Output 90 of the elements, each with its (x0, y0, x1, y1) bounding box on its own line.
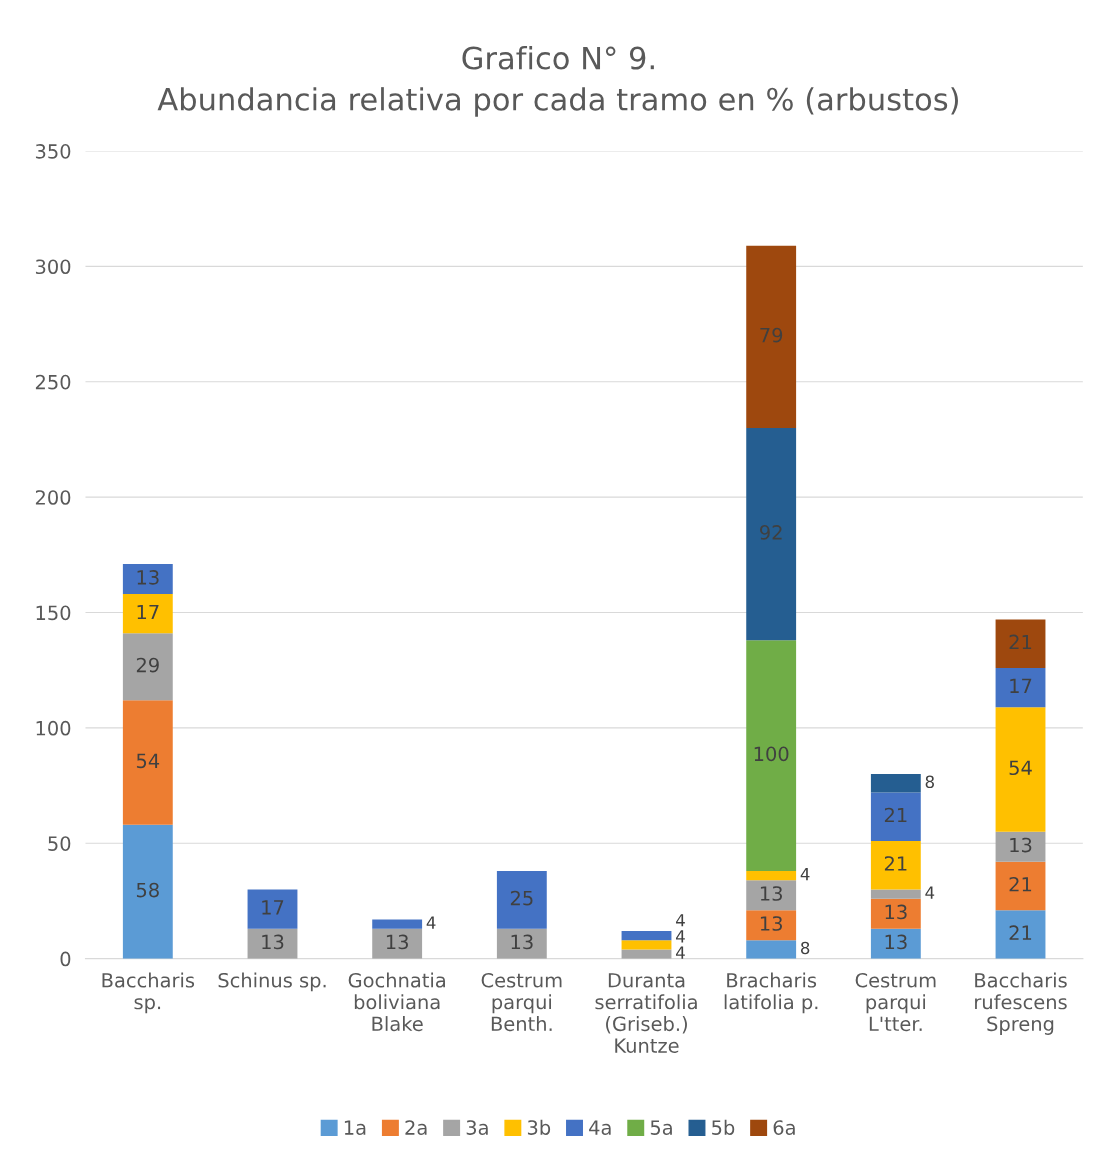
data-label: 8 (925, 775, 934, 789)
x-tick-label: Bracharis latifolia p. (724, 972, 818, 1014)
data-label: 21 (884, 807, 907, 823)
bar (870, 928, 921, 959)
data-label: 21 (884, 856, 907, 871)
data-label: 54 (1009, 760, 1032, 776)
data-label: 13 (386, 934, 408, 950)
bar (995, 707, 1046, 832)
data-label: 4 (675, 914, 685, 927)
bar (247, 889, 298, 929)
data-label: 4 (426, 916, 436, 929)
data-label: 13 (885, 934, 907, 950)
bar (995, 831, 1046, 862)
bar (995, 861, 1046, 911)
data-label: 4 (675, 930, 685, 943)
data-label: 8 (800, 941, 810, 955)
data-label: 100 (754, 746, 789, 762)
x-tick-label: Cestrum parqui L'tter. (855, 972, 936, 1032)
bar (870, 898, 921, 929)
y-tick-label: 200 (35, 490, 71, 505)
bar (746, 870, 797, 881)
bar (122, 594, 173, 634)
x-tick-label: Cestrum parqui Benth. (481, 972, 562, 1032)
data-label: 13 (760, 886, 782, 901)
bar (621, 940, 672, 950)
bar (746, 940, 797, 959)
bar (870, 792, 921, 841)
bar (372, 928, 423, 959)
bar (496, 928, 547, 959)
data-label: 13 (137, 570, 159, 585)
x-tick-label: Baccharis sp. (102, 972, 195, 1014)
bar (621, 949, 672, 959)
bar (122, 564, 173, 595)
data-label: 29 (136, 657, 159, 673)
data-label: 13 (511, 934, 533, 950)
x-tick-label: Baccharis rufescens Spreng (975, 972, 1067, 1035)
data-label: 17 (262, 900, 284, 915)
bar (122, 633, 173, 701)
bar (122, 824, 173, 959)
bar (496, 870, 547, 929)
bar (621, 930, 672, 941)
data-label: 58 (136, 882, 159, 898)
data-label: 21 (1009, 634, 1032, 650)
legend-label: 2a (405, 1120, 427, 1135)
y-tick-label: 100 (36, 720, 71, 736)
bar (995, 667, 1046, 708)
x-tick-label: Gochnatia boliviana Blake (348, 972, 445, 1032)
bar (746, 880, 797, 911)
bar (746, 245, 797, 428)
y-tick-label: 300 (35, 259, 71, 275)
legend-label: 6a (773, 1120, 795, 1135)
y-tick-label: 250 (35, 374, 71, 390)
data-label: 17 (1010, 678, 1032, 693)
legend-label: 4a (589, 1120, 611, 1135)
bar (746, 910, 797, 941)
bar (995, 619, 1046, 668)
legend-label: 1a (344, 1120, 366, 1135)
legend-label: 5b (712, 1119, 735, 1135)
y-tick-label: 0 (60, 951, 71, 967)
data-label: 4 (800, 868, 810, 881)
data-label: 13 (760, 916, 782, 931)
data-label: 13 (1010, 837, 1032, 853)
bar (870, 889, 921, 899)
chart-title: Grafico N° 9. Abundancia relativa por cada tramo en % (arbustos) (157, 45, 958, 117)
data-label: 79 (760, 327, 783, 343)
bar (746, 427, 797, 641)
bar (122, 700, 173, 825)
y-tick-label: 50 (48, 836, 71, 851)
bar (995, 910, 1046, 959)
y-tick-label: 350 (35, 144, 71, 159)
bar (870, 774, 921, 793)
data-label: 92 (760, 525, 782, 540)
bar (870, 840, 921, 890)
data-label: 21 (1009, 876, 1032, 892)
data-label: 13 (885, 904, 907, 920)
x-tick-label: Duranta serratifolia (Griseb.) Kuntze (595, 973, 697, 1053)
data-label: 13 (262, 934, 284, 950)
data-label: 21 (1009, 925, 1032, 940)
y-tick-label: 150 (36, 605, 71, 621)
legend-label: 5a (650, 1120, 672, 1135)
data-label: 17 (137, 604, 159, 620)
data-label: 4 (675, 946, 685, 959)
data-label: 25 (510, 890, 533, 906)
legend-label: 3a (466, 1120, 488, 1135)
bar (372, 919, 423, 929)
x-tick-label: Schinus sp. (218, 972, 326, 992)
data-label: 4 (925, 886, 935, 899)
bar (746, 640, 797, 871)
data-label: 54 (136, 753, 160, 769)
legend-label: 3b (527, 1119, 551, 1135)
